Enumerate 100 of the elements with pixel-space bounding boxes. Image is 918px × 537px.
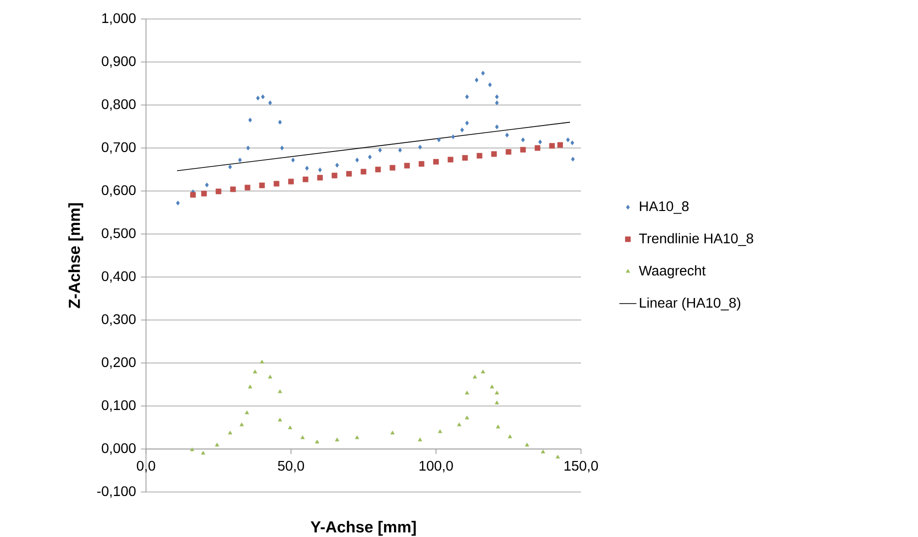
point (360, 168, 366, 174)
point (378, 148, 382, 153)
point (398, 148, 402, 153)
point (274, 180, 280, 186)
legend-label: Trendlinie HA10_8 (639, 233, 754, 246)
point (346, 171, 352, 177)
point (506, 149, 512, 155)
point (228, 164, 232, 170)
point (418, 438, 422, 442)
point (268, 374, 272, 378)
point (448, 156, 454, 162)
point (494, 390, 500, 394)
point (490, 384, 494, 388)
point (534, 145, 540, 151)
x-tick-label: 0,0 (136, 460, 156, 472)
point (375, 166, 381, 172)
point (495, 100, 499, 106)
y-tick-label: 0,200 (102, 357, 136, 369)
point (390, 164, 396, 171)
point (520, 146, 526, 153)
point (228, 430, 232, 434)
point (335, 162, 339, 168)
point (214, 442, 220, 446)
point (278, 389, 282, 394)
point (472, 374, 477, 378)
point (556, 454, 560, 458)
point (491, 151, 497, 157)
point (201, 190, 207, 196)
point (318, 168, 322, 172)
point (288, 426, 292, 430)
point (201, 450, 206, 455)
point (508, 434, 512, 438)
y-tick-label: 0,000 (102, 443, 136, 455)
point (404, 162, 410, 168)
point (244, 410, 250, 414)
point (390, 430, 395, 434)
point (465, 120, 469, 126)
legend-label: HA10_8 (640, 201, 689, 214)
point (549, 143, 555, 149)
point (238, 158, 242, 162)
y-tick-label: 0,800 (102, 99, 136, 111)
y-tick-label: 0,500 (102, 228, 136, 240)
point (291, 158, 295, 162)
point (481, 70, 485, 76)
point (268, 100, 272, 106)
point (332, 172, 338, 178)
point (524, 442, 530, 446)
point (244, 184, 250, 190)
point (280, 146, 284, 150)
y-tick-label: -0,100 (97, 486, 136, 498)
y-tick-label: 1,000 (102, 13, 136, 25)
point (438, 429, 442, 434)
point (278, 418, 282, 422)
point (248, 118, 252, 122)
legend-label: Waagrecht (638, 265, 706, 278)
point (566, 137, 570, 142)
point (278, 120, 282, 125)
point (252, 370, 258, 374)
point (335, 438, 340, 442)
point (355, 158, 359, 162)
point (496, 424, 500, 428)
x-tick-label: 100,0 (420, 460, 453, 472)
y-tick-label: 0,400 (102, 271, 136, 283)
point (355, 435, 360, 440)
point (246, 146, 250, 150)
point (300, 435, 305, 440)
point (216, 188, 222, 194)
point (248, 384, 252, 388)
point (176, 200, 180, 206)
point (540, 450, 546, 454)
point (302, 176, 308, 182)
point (288, 178, 294, 184)
point (261, 94, 265, 100)
point (190, 192, 196, 198)
point (451, 134, 455, 140)
x-axis-title: Y-Achse [mm] (310, 520, 416, 536)
point (305, 166, 309, 171)
y-axis-title: Z-Achse [mm] (68, 203, 84, 308)
point (437, 137, 441, 142)
point (538, 140, 542, 144)
point (368, 154, 372, 160)
point (317, 174, 323, 180)
legend-label: Linear (HA10_8) (640, 297, 740, 310)
point (495, 94, 499, 100)
point (488, 82, 492, 88)
point (480, 370, 486, 374)
point (418, 161, 424, 167)
point (521, 137, 525, 142)
point (570, 140, 574, 146)
y-tick-label: 0,100 (102, 400, 136, 412)
point (495, 124, 499, 130)
point (418, 144, 422, 150)
point (474, 78, 478, 82)
y-tick-label: 0,600 (102, 185, 136, 197)
point (260, 360, 264, 364)
point (256, 96, 260, 101)
point (240, 422, 244, 426)
y-tick-label: 0,300 (102, 314, 136, 326)
x-tick-label: 50,0 (278, 460, 304, 472)
point (190, 447, 194, 452)
